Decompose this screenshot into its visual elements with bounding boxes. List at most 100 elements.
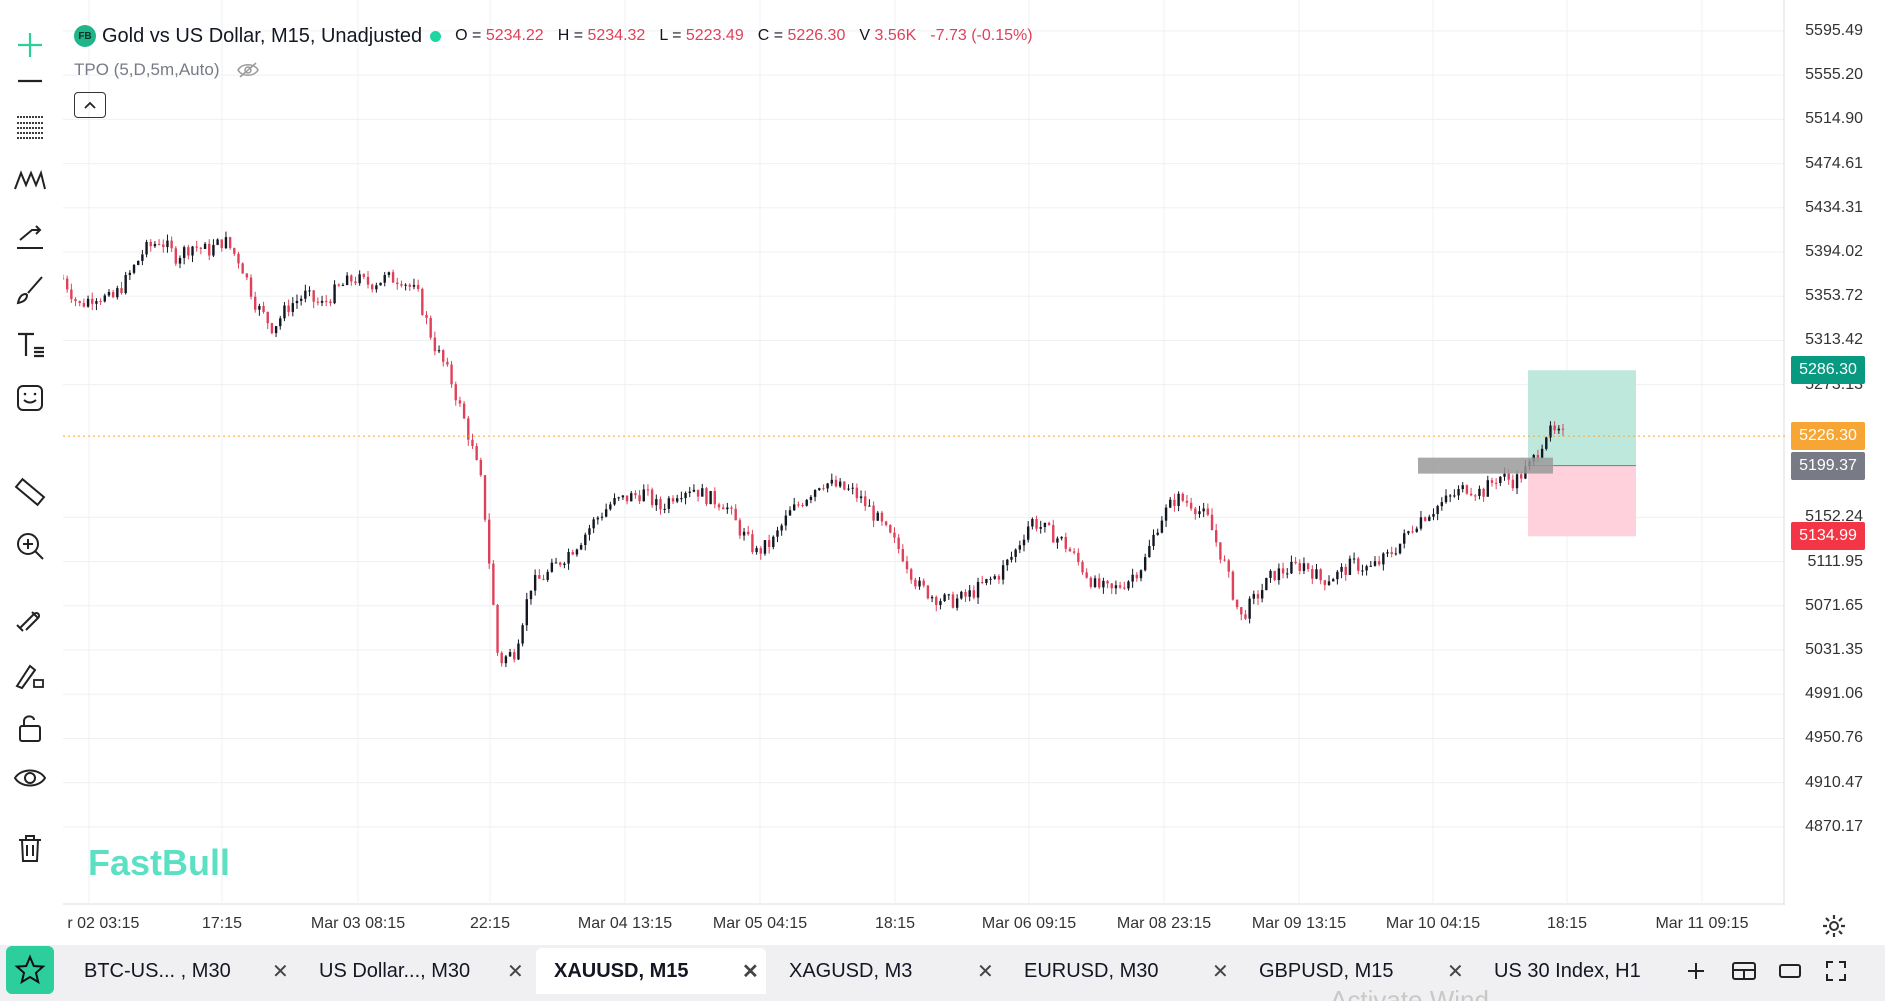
gear-icon[interactable]	[1820, 912, 1848, 940]
candle-body	[199, 247, 203, 249]
price-tick: 5514.90	[1805, 110, 1863, 128]
add-tab-icon[interactable]	[1680, 955, 1712, 987]
window-icon[interactable]	[1774, 955, 1806, 987]
close-icon[interactable]: ✕	[977, 960, 994, 983]
chart-tab[interactable]: US 30 Index, H1	[1476, 948, 1666, 994]
fullscreen-icon[interactable]	[1820, 955, 1852, 987]
chart-area[interactable]	[61, 0, 1785, 905]
eye-icon[interactable]	[8, 756, 52, 800]
candle-body	[1039, 527, 1042, 529]
candle-body	[1047, 522, 1051, 525]
candle-body	[538, 575, 541, 579]
zoom-in-icon[interactable]	[8, 524, 52, 568]
close-icon[interactable]: ✕	[272, 960, 289, 983]
chart-tab[interactable]: GBPUSD, M15 ✕	[1241, 948, 1471, 994]
candle-body	[642, 489, 645, 502]
stop-loss-zone[interactable]	[1528, 465, 1636, 537]
candle-body	[224, 237, 228, 249]
watchlist-button[interactable]	[6, 946, 54, 994]
candle-body	[872, 505, 875, 521]
chart-tab[interactable]: US Dollar..., M30 ✕	[301, 948, 531, 994]
collapse-legend-button[interactable]	[74, 92, 106, 118]
lock-icon[interactable]	[8, 706, 52, 750]
close-icon[interactable]: ✕	[742, 960, 759, 983]
candle-body	[1344, 566, 1347, 575]
chart-tab[interactable]: XAUUSD, M15 ✕	[536, 948, 766, 994]
candle-body	[208, 243, 211, 256]
candle-body	[1377, 561, 1381, 565]
close-icon[interactable]: ✕	[1212, 960, 1229, 983]
candle-body	[554, 562, 558, 564]
candle-body	[1156, 532, 1159, 535]
chart-tab[interactable]: EURUSD, M30 ✕	[1006, 948, 1236, 994]
candle-body	[370, 284, 374, 290]
candle-body	[834, 479, 838, 487]
candle-body	[1536, 455, 1540, 458]
candle-body	[1148, 545, 1151, 558]
price-tick: 4991.06	[1805, 685, 1863, 703]
candle-body	[462, 403, 466, 419]
eye-off-icon[interactable]	[237, 62, 260, 78]
chart-tab[interactable]: BTC-US... , M30 ✕	[66, 948, 296, 994]
magnet-icon[interactable]	[8, 598, 52, 642]
chart-tab[interactable]: XAGUSD, M3 ✕	[771, 948, 1001, 994]
candle-body	[922, 580, 925, 586]
horizontal-line-icon[interactable]	[8, 59, 52, 103]
candle-body	[1064, 536, 1067, 549]
candle-body	[1139, 570, 1143, 579]
candle-body	[1265, 577, 1268, 591]
symbol-title[interactable]: Gold vs US Dollar, M15, Unadjusted	[102, 24, 423, 47]
time-tick: 22:15	[469, 915, 511, 932]
take-profit-zone[interactable]	[1528, 370, 1636, 466]
lock-draw-icon[interactable]	[8, 652, 52, 696]
candle-body	[1215, 530, 1218, 543]
candle-body	[721, 507, 725, 510]
tab-label: US 30 Index, H1	[1494, 959, 1641, 982]
trend-arrow-icon[interactable]	[8, 214, 52, 258]
candle-body	[404, 284, 407, 286]
candle-body	[1394, 553, 1398, 555]
close-icon[interactable]: ✕	[507, 960, 524, 983]
emoji-icon[interactable]	[8, 376, 52, 420]
fib-icon[interactable]	[8, 104, 52, 148]
tab-label: XAGUSD, M3	[789, 959, 913, 982]
price-axis[interactable]: 5595.49 5555.20 5514.90 5474.61 5434.31 5394.…	[1785, 0, 1885, 905]
candle-body	[1269, 570, 1272, 578]
candle-body	[295, 300, 299, 304]
indicator-legend[interactable]: TPO (5,D,5m,Auto)	[74, 60, 260, 80]
layout-icon[interactable]	[1728, 955, 1760, 987]
candle-body	[446, 361, 449, 365]
candle-body	[1398, 543, 1402, 554]
time-axis[interactable]: r 02 03:15 17:15 Mar 03 08:15 22:15 Mar 04 1…	[63, 905, 1785, 945]
candle-body	[1231, 571, 1235, 600]
text-icon[interactable]	[8, 322, 52, 366]
candle-body	[1077, 552, 1080, 562]
candle-body	[366, 276, 370, 285]
candle-body	[375, 285, 378, 290]
price-tick: 5434.31	[1805, 198, 1863, 216]
candle-body	[1469, 493, 1473, 496]
price-chart[interactable]	[61, 0, 1785, 905]
ruler-icon[interactable]	[8, 470, 52, 514]
candle-body	[1010, 556, 1013, 560]
candle-body	[805, 499, 808, 506]
candle-body	[103, 295, 106, 302]
crosshair-icon[interactable]	[8, 23, 52, 67]
time-tick: 18:15	[874, 915, 916, 932]
candle-body	[421, 288, 424, 315]
candle-body	[1357, 558, 1360, 571]
brush-icon[interactable]	[8, 268, 52, 312]
candle-body	[1056, 538, 1059, 543]
pattern-icon[interactable]	[8, 159, 52, 203]
candle-body	[1152, 534, 1155, 546]
symbol-legend: FB Gold vs US Dollar, M15, Unadjusted O …	[74, 22, 1047, 50]
close-icon[interactable]: ✕	[1447, 960, 1464, 983]
volume-value: 3.56K	[874, 27, 917, 44]
candle-body	[1127, 581, 1130, 589]
candle-body	[517, 643, 520, 660]
candle-body	[487, 519, 491, 564]
entry-box[interactable]	[1418, 457, 1553, 474]
trash-icon[interactable]	[8, 826, 52, 870]
candle-body	[646, 489, 650, 491]
candle-body	[233, 248, 236, 254]
